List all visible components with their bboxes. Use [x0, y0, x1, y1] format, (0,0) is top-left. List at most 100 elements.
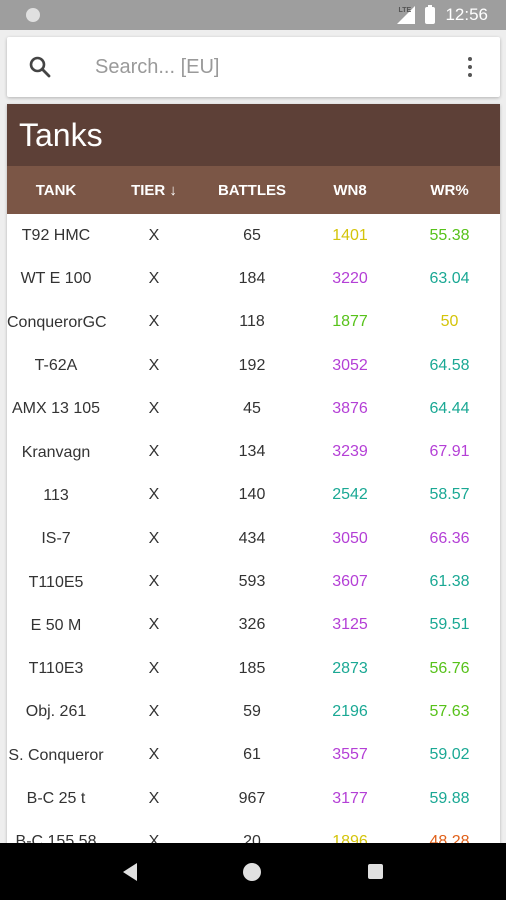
tank-winrate: 66.36	[429, 529, 470, 547]
tank-winrate: 55.38	[429, 226, 470, 244]
tank-battles: 65	[243, 226, 261, 244]
tank-winrate: 56.76	[429, 659, 470, 677]
tank-name: 113	[43, 486, 69, 504]
tank-tier: X	[148, 356, 160, 374]
tank-wn8: 3177	[332, 789, 368, 807]
search-bar	[7, 37, 500, 97]
table-row[interactable]: ConquerorGC X 118 1877 50	[7, 301, 500, 344]
header-wr[interactable]: WR%	[430, 181, 469, 199]
tank-winrate: 67.91	[429, 443, 470, 461]
tank-name: T110E3	[28, 660, 84, 678]
tank-name: T92 HMC	[21, 227, 91, 245]
table-row[interactable]: T92 HMC X 65 1401 55.38	[7, 214, 500, 257]
table-row[interactable]: 113 X 140 2542 58.57	[7, 474, 500, 517]
table-row[interactable]: B-C 25 t X 967 3177 59.88	[7, 777, 500, 820]
tank-winrate: 64.58	[429, 356, 470, 374]
tank-wn8: 2196	[332, 702, 368, 720]
status-time: 12:56	[445, 5, 488, 24]
tank-tier: X	[148, 573, 160, 591]
tank-battles: 61	[243, 746, 261, 764]
tank-tier: X	[148, 226, 160, 244]
tank-tier: X	[148, 313, 160, 331]
battery-icon	[425, 4, 436, 24]
tank-wn8: 3607	[332, 573, 368, 591]
tank-wn8: 3220	[332, 269, 368, 287]
tank-name: Kranvagn	[21, 443, 91, 461]
tank-battles: 118	[239, 313, 265, 331]
tank-battles: 134	[238, 443, 266, 461]
card-title: Tanks	[7, 104, 500, 166]
table-row[interactable]: T-62A X 192 3052 64.58	[7, 344, 500, 387]
tank-name: IS-7	[41, 530, 71, 548]
tank-winrate: 61.38	[429, 573, 470, 591]
tank-name: S. Conqueror	[8, 746, 104, 764]
table-row[interactable]: WT E 100 X 184 3220 63.04	[7, 257, 500, 300]
table-row[interactable]: E 50 M X 326 3125 59.51	[7, 604, 500, 647]
tank-tier: X	[148, 746, 160, 764]
tank-winrate: 58.57	[429, 486, 470, 504]
tank-wn8: 1877	[332, 313, 368, 331]
tank-name: B-C 25 t	[26, 790, 86, 807]
tank-wn8: 2542	[332, 486, 368, 504]
tank-battles: 326	[238, 616, 266, 634]
tank-battles: 140	[238, 486, 266, 504]
header-tier[interactable]: TIER ↓	[131, 181, 177, 199]
tank-battles: 45	[243, 399, 261, 417]
tank-winrate: 59.88	[429, 789, 470, 807]
table-header: TANK TIER ↓ BATTLES WN8 WR%	[7, 166, 500, 214]
tank-wn8: 3050	[332, 529, 368, 547]
header-wn8[interactable]: WN8	[333, 181, 367, 199]
tank-wn8: 2873	[332, 659, 368, 677]
table-row[interactable]: IS-7 X 434 3050 66.36	[7, 517, 500, 560]
tank-wn8: 3239	[332, 443, 368, 461]
nav-back-icon[interactable]	[123, 862, 138, 881]
tank-tier: X	[148, 486, 160, 504]
navigation-bar	[0, 843, 506, 900]
table-row[interactable]: Kranvagn X 134 3239 67.91	[7, 430, 500, 473]
table-row[interactable]: Obj. 261 X 59 2196 57.63	[7, 690, 500, 733]
table-row[interactable]: T110E3 X 185 2873 56.76	[7, 647, 500, 690]
nav-recents-icon[interactable]	[367, 864, 383, 879]
tank-name: ConquerorGC	[7, 313, 107, 331]
tank-tier: X	[148, 616, 160, 634]
table-row[interactable]: AMX 13 105 X 45 3876 64.44	[7, 387, 500, 430]
tank-battles: 184	[238, 269, 266, 287]
header-battles[interactable]: BATTLES	[217, 181, 287, 199]
tank-name: Obj. 261	[25, 703, 87, 721]
header-tank[interactable]: TANK	[35, 181, 77, 199]
search-icon[interactable]	[7, 37, 73, 97]
tank-tier: X	[148, 789, 160, 807]
tank-tier: X	[148, 529, 160, 547]
tank-battles: 967	[238, 789, 266, 807]
table-row[interactable]: T110E5 X 593 3607 61.38	[7, 560, 500, 603]
tank-name: T110E5	[28, 573, 84, 591]
table-body: T92 HMC X 65 1401 55.38 WT E 100 X 184 3220 63.04…	[7, 214, 500, 863]
tank-battles: 593	[238, 573, 266, 591]
tank-tier: X	[148, 702, 160, 720]
notification-dot-icon	[26, 8, 40, 22]
status-bar: LTE 12:56	[0, 0, 506, 30]
tank-wn8: 3876	[332, 399, 368, 417]
tank-name: AMX 13 105	[11, 400, 101, 418]
tank-battles: 185	[238, 659, 266, 677]
tank-name: E 50 M	[30, 616, 82, 634]
tank-wn8: 1401	[332, 226, 368, 244]
tank-wn8: 3052	[332, 356, 368, 374]
more-vert-icon[interactable]	[440, 37, 500, 97]
tank-tier: X	[148, 443, 160, 461]
tank-winrate: 57.63	[429, 702, 470, 720]
signal-icon: LTE	[397, 6, 416, 24]
tanks-card: Tanks TANK TIER ↓ BATTLES WN8 WR% T92 HM…	[7, 104, 500, 864]
status-right: LTE 12:56	[397, 4, 488, 25]
tank-tier: X	[148, 399, 160, 417]
tank-battles: 59	[243, 702, 261, 720]
tank-tier: X	[148, 832, 160, 850]
tank-winrate: 64.44	[429, 399, 470, 417]
table-row[interactable]: S. Conqueror X 61 3557 59.02	[7, 734, 500, 777]
search-input[interactable]	[73, 55, 440, 79]
nav-home-icon[interactable]	[243, 862, 262, 881]
tank-name: T-62A	[34, 357, 78, 375]
tank-winrate: 50	[440, 313, 459, 331]
network-type: LTE	[398, 7, 412, 14]
